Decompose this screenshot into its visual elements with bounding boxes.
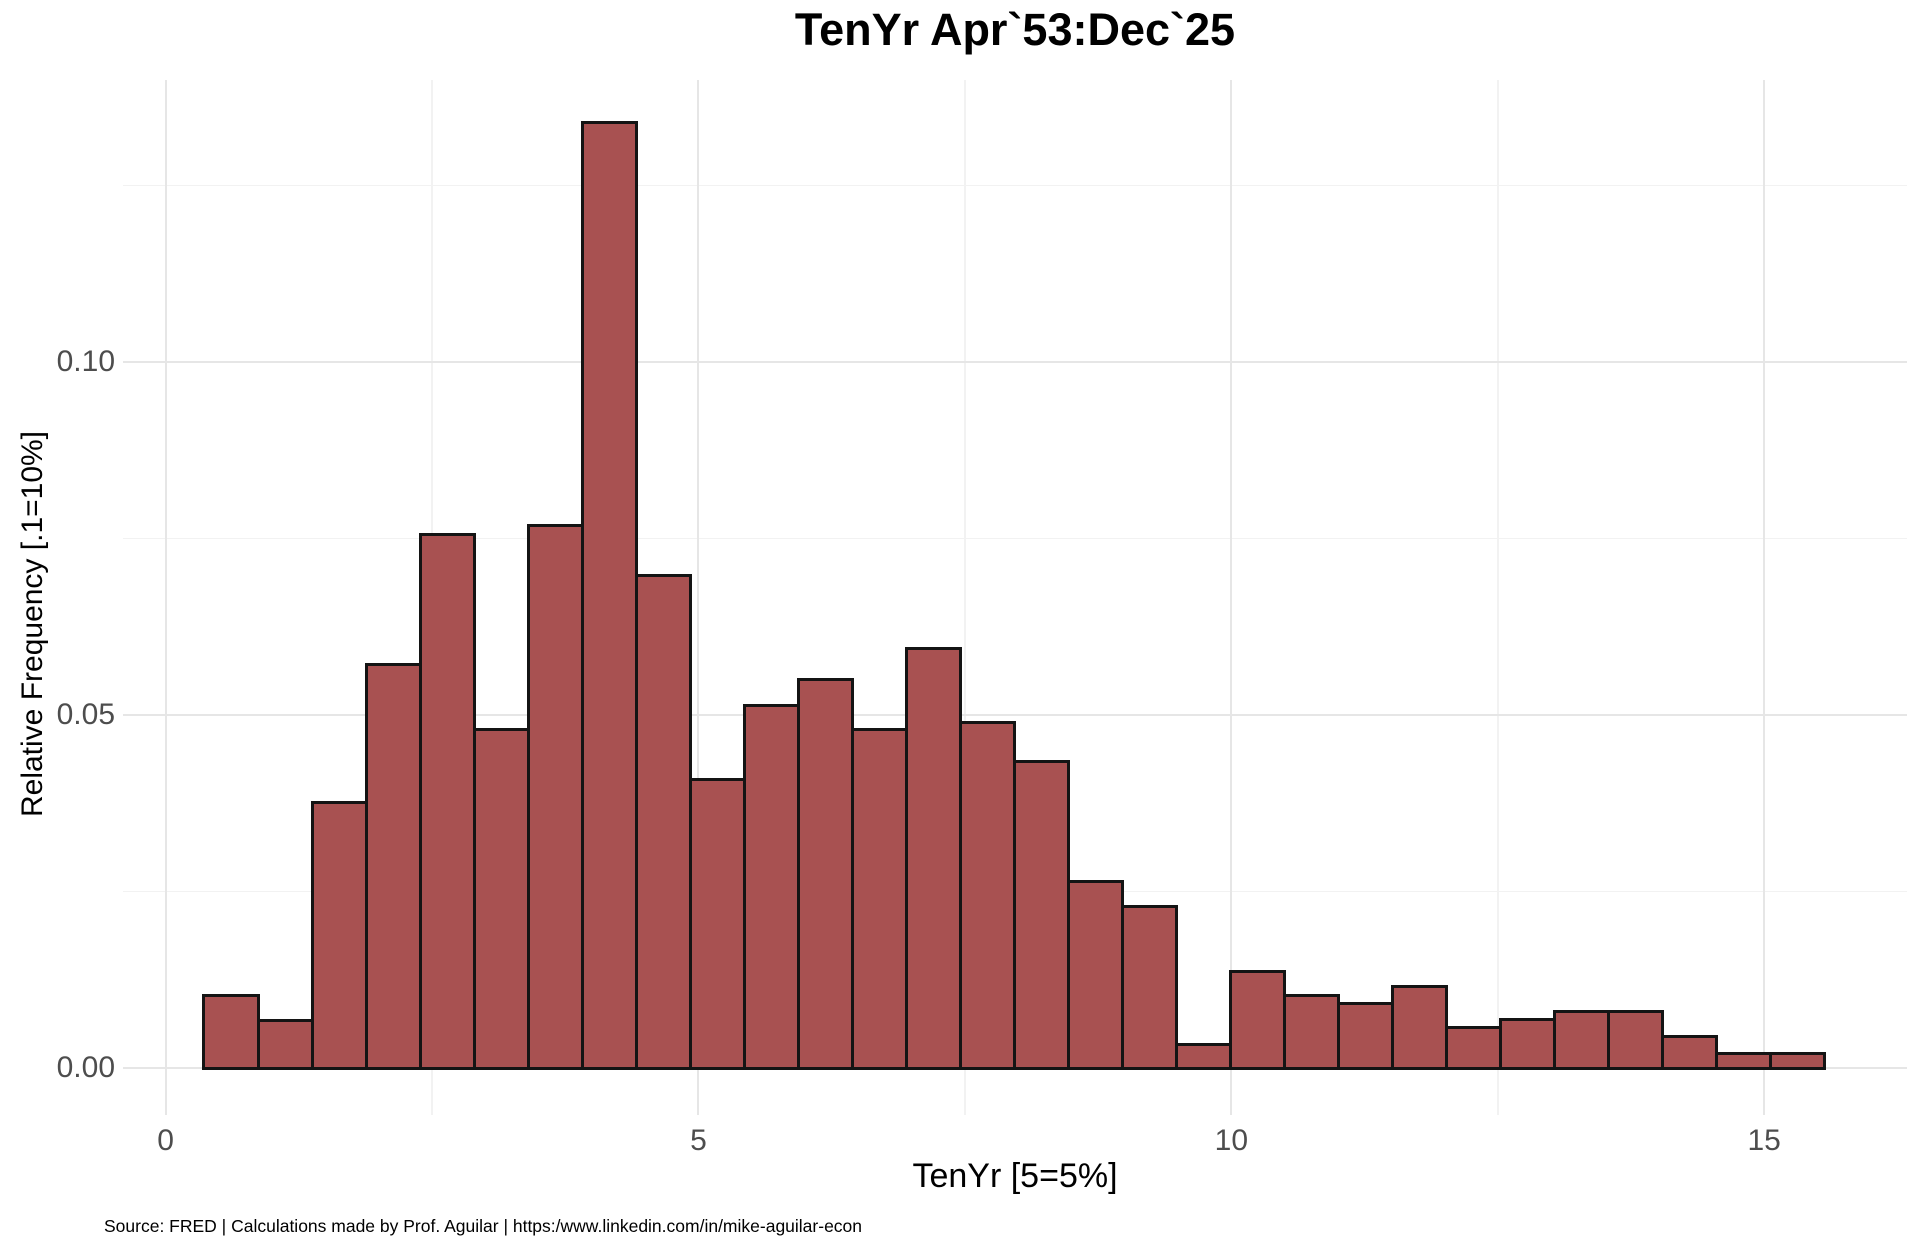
histogram-bar — [1066, 880, 1125, 1070]
histogram-bar — [1499, 1017, 1557, 1070]
histogram-bar — [904, 647, 962, 1070]
source-caption: Source: FRED | Calculations made by Prof… — [104, 1216, 863, 1236]
histogram-bar — [634, 574, 692, 1070]
x-major-gridline — [697, 80, 700, 1115]
x-tick-label: 15 — [1747, 1124, 1781, 1157]
histogram-bar — [202, 993, 260, 1070]
histogram-bar — [1661, 1035, 1719, 1070]
histogram-bar — [418, 532, 476, 1070]
x-major-gridline — [164, 80, 167, 1115]
histogram-bar — [850, 727, 908, 1070]
histogram-bar — [364, 663, 422, 1070]
histogram-bar — [1607, 1010, 1665, 1070]
histogram-bar — [1337, 1001, 1395, 1070]
histogram-bar — [1553, 1010, 1611, 1070]
y-tick-label: 0.10 — [56, 345, 115, 379]
x-major-gridline — [1763, 80, 1766, 1115]
x-minor-gridline — [1497, 80, 1499, 1115]
x-tick-label: 5 — [690, 1124, 707, 1157]
x-tick-label: 10 — [1214, 1124, 1249, 1157]
histogram-bar — [256, 1019, 314, 1070]
histogram-bar — [1391, 985, 1449, 1070]
y-minor-gridline — [123, 184, 1907, 187]
histogram-bar — [1445, 1026, 1503, 1070]
y-major-gridline — [123, 714, 1907, 717]
histogram-bar — [1121, 904, 1179, 1070]
histogram-bar — [1229, 969, 1287, 1070]
y-tick-label: 0.05 — [56, 698, 115, 732]
histogram-bar — [1715, 1051, 1773, 1070]
x-tick-label: 0 — [157, 1124, 174, 1157]
x-axis-title: TenYr [5=5%] — [912, 1157, 1118, 1195]
chart-title: TenYr Apr`53:Dec`25 — [794, 4, 1236, 55]
y-axis-title: Relative Frequency [.1=10%] — [16, 430, 49, 818]
histogram-bar — [742, 703, 800, 1070]
histogram-bar — [1175, 1043, 1233, 1070]
histogram-bar — [472, 727, 530, 1070]
histogram-bar — [526, 524, 584, 1070]
histogram-bar — [580, 120, 638, 1070]
y-major-gridline — [123, 361, 1907, 364]
y-minor-gridline — [123, 537, 1907, 540]
histogram-bar — [1012, 760, 1070, 1070]
y-tick-label: 0.00 — [56, 1051, 115, 1085]
histogram-bar — [1283, 993, 1341, 1070]
histogram-bar — [796, 678, 854, 1070]
histogram-bar — [310, 801, 368, 1070]
histogram-bar — [1769, 1051, 1827, 1070]
histogram-bar — [958, 720, 1016, 1070]
histogram-bar — [688, 777, 746, 1070]
x-major-gridline — [1230, 80, 1233, 1115]
x-minor-gridline — [964, 80, 966, 1115]
